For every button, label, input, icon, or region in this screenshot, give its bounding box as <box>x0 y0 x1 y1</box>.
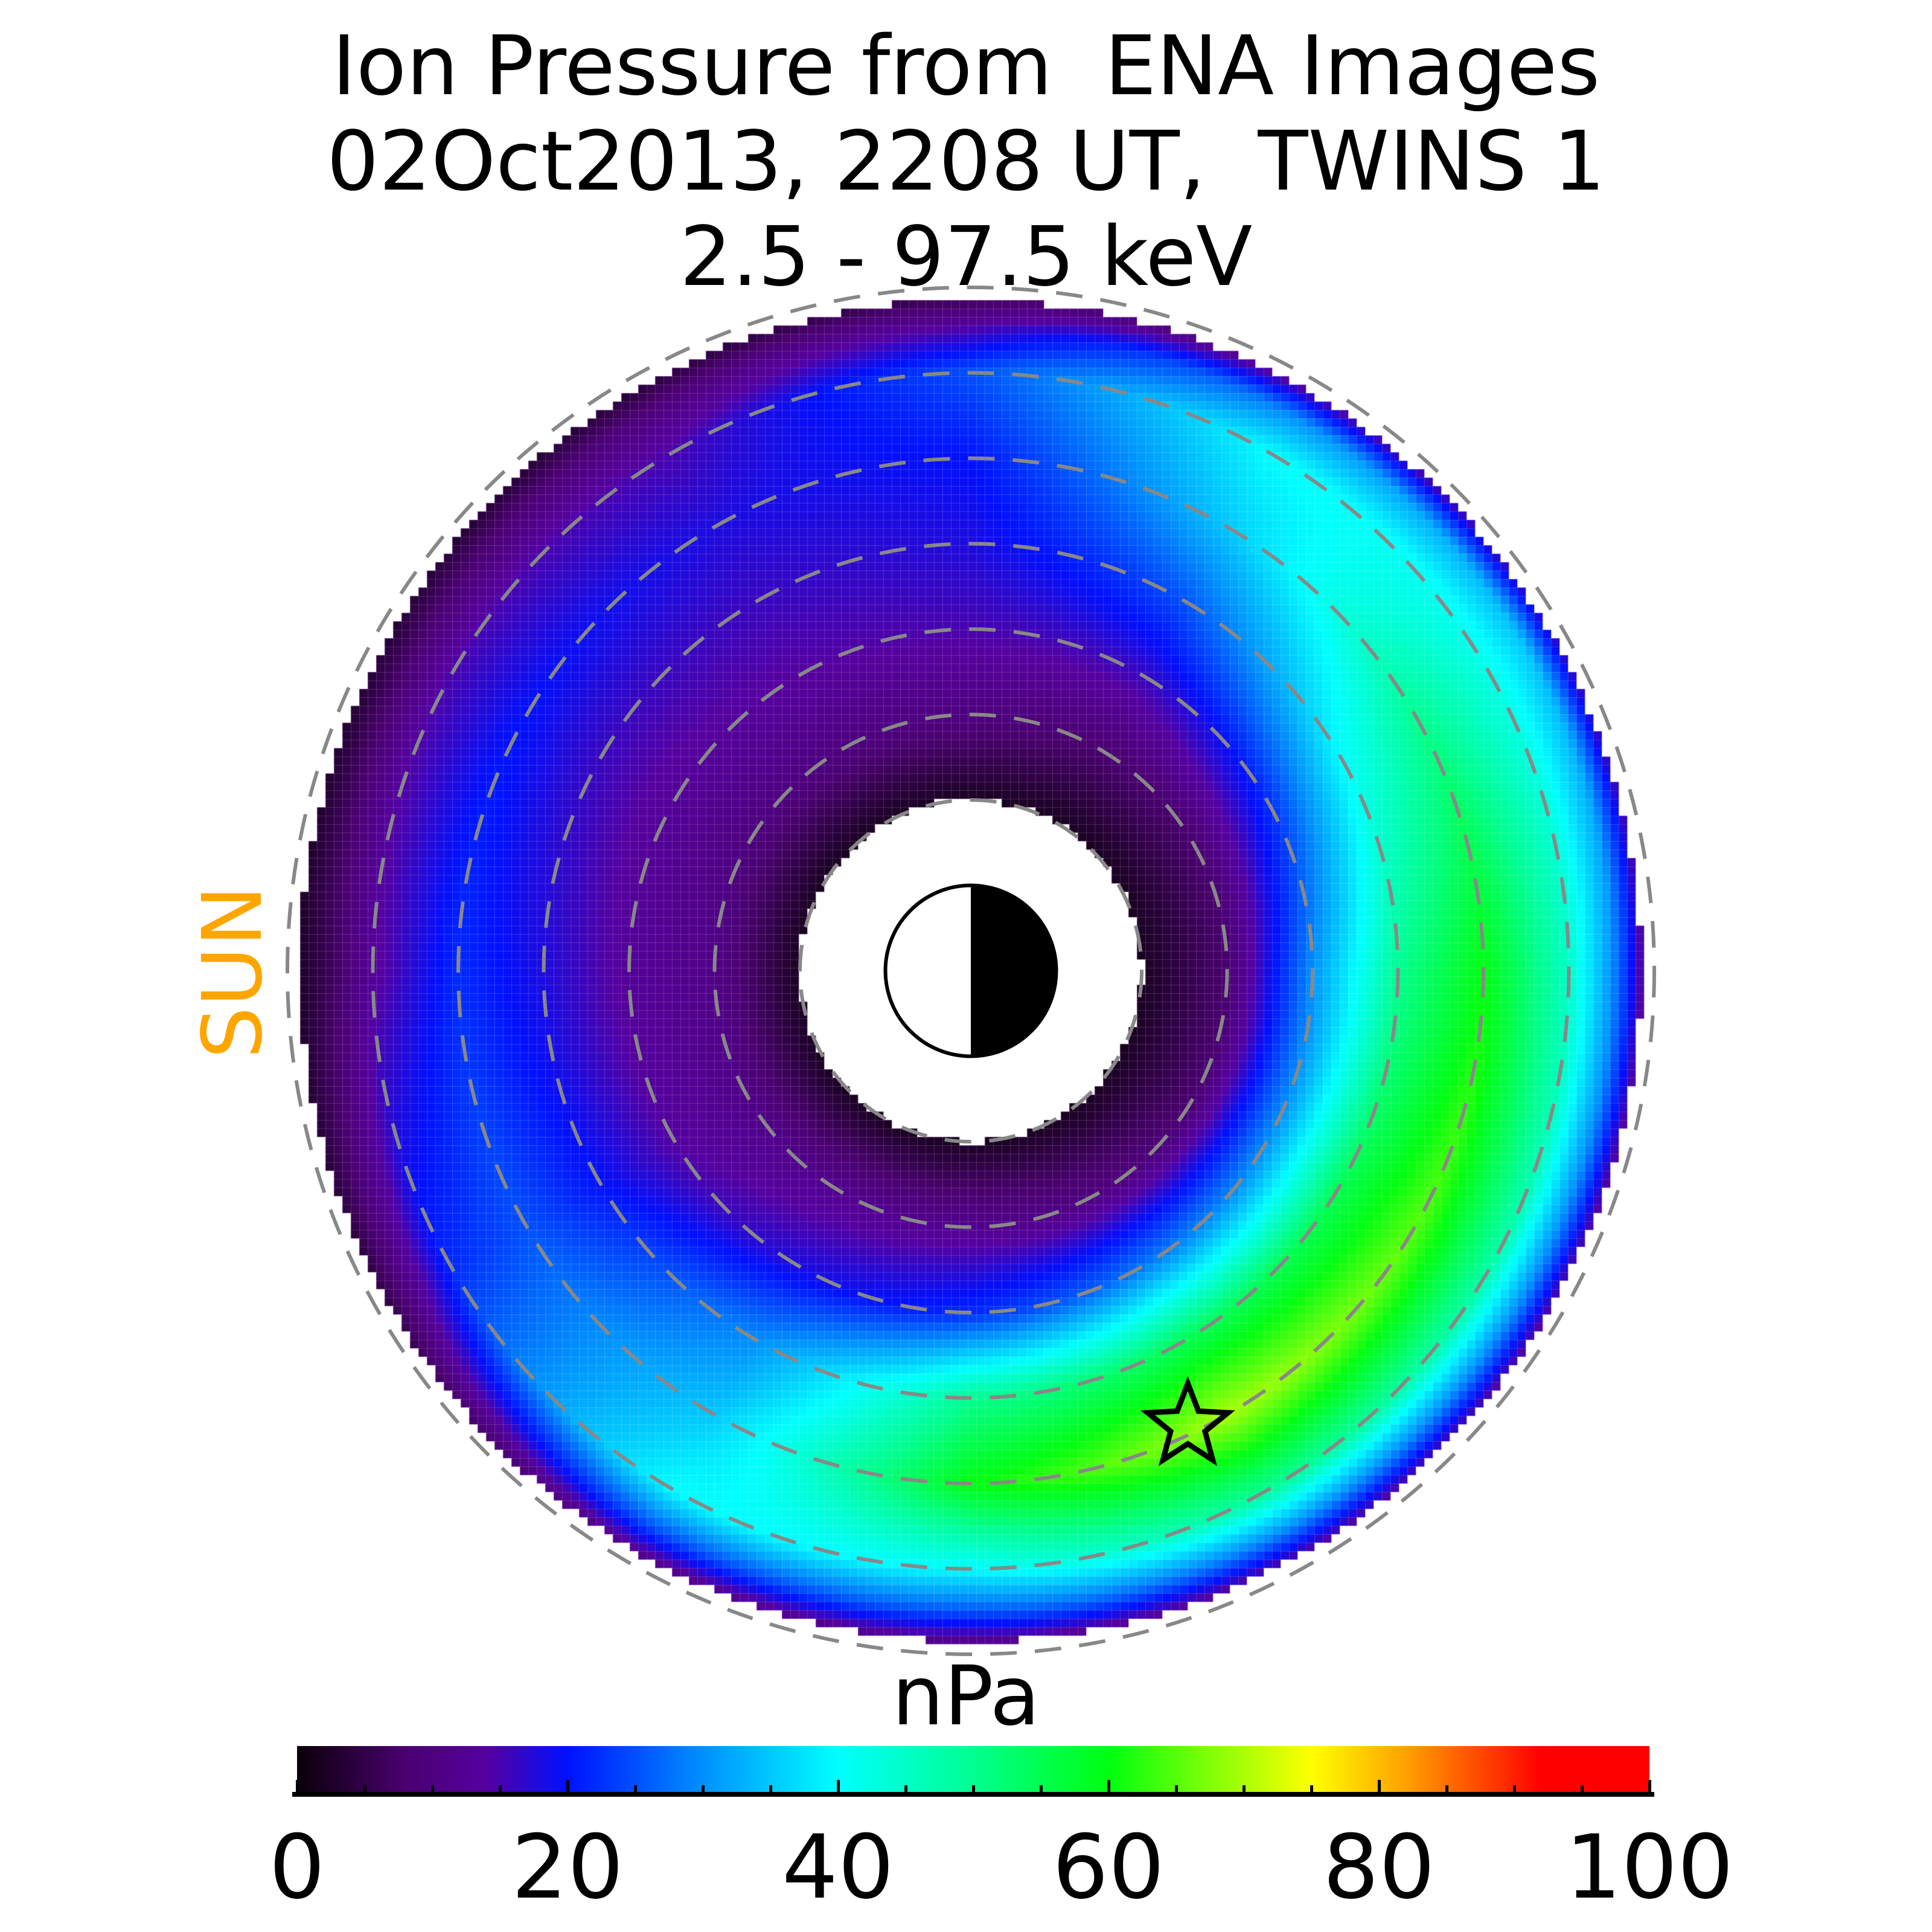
colorbar-minor-tick <box>1039 1785 1043 1792</box>
colorbar <box>297 1746 1649 1792</box>
colorbar-axis <box>292 1792 1654 1797</box>
colorbar-tick-label: 100 <box>1565 1816 1734 1919</box>
colorbar-tick-label: 80 <box>1323 1816 1435 1919</box>
dashed-circle <box>286 286 1656 1656</box>
colorbar-minor-tick <box>1310 1785 1313 1792</box>
dashed-circle <box>456 456 1485 1485</box>
colorbar-tick-label: 20 <box>511 1816 624 1919</box>
colorbar-minor-tick <box>701 1785 705 1792</box>
colorbar-minor-tick <box>363 1785 366 1792</box>
colorbar-label: nPa <box>892 1649 1040 1744</box>
colorbar-major-tick <box>295 1780 299 1792</box>
colorbar-major-tick <box>1377 1780 1381 1792</box>
colorbar-minor-tick <box>904 1785 907 1792</box>
colorbar-tick-label: 40 <box>782 1816 894 1919</box>
sun-label: SUN <box>185 885 281 1059</box>
colorbar-minor-tick <box>769 1785 772 1792</box>
colorbar-tick-label: 0 <box>269 1816 325 1919</box>
colorbar-minor-tick <box>971 1785 975 1792</box>
colorbar-major-tick <box>836 1780 840 1792</box>
dashed-circle <box>798 798 1144 1144</box>
colorbar-minor-tick <box>498 1785 502 1792</box>
colorbar-minor-tick <box>633 1785 637 1792</box>
colorbar-major-tick <box>1107 1780 1110 1792</box>
colorbar-minor-tick <box>430 1785 434 1792</box>
colorbar-minor-tick <box>1512 1785 1516 1792</box>
colorbar-minor-tick <box>1242 1785 1246 1792</box>
dashed-circle <box>712 712 1229 1229</box>
dashed-circle <box>542 542 1400 1400</box>
colorbar-major-tick <box>566 1780 569 1792</box>
earth-night-side <box>971 885 1057 1057</box>
colorbar-minor-tick <box>1174 1785 1178 1792</box>
colorbar-minor-tick <box>1580 1785 1584 1792</box>
colorbar-tick-label: 60 <box>1052 1816 1165 1919</box>
star-marker-icon <box>1140 1375 1235 1467</box>
dashed-circle <box>371 371 1571 1571</box>
colorbar-minor-tick <box>1445 1785 1448 1792</box>
dashed-circle <box>627 627 1314 1314</box>
colorbar-major-tick <box>1648 1780 1651 1792</box>
